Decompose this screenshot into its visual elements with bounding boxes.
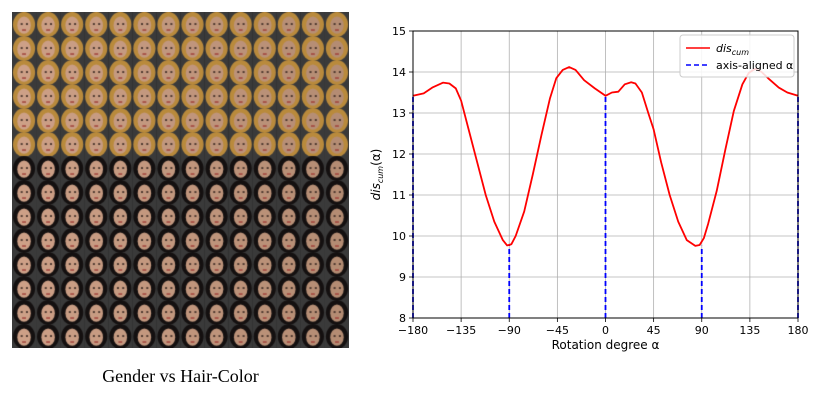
y-tick-labels: 8 9 10 11 12 13 14 15 [392,25,413,325]
x-tick-label: 90 [695,324,709,337]
legend: discum axis-aligned α [679,34,795,78]
x-tick-label: 180 [788,324,809,337]
legend-label-axis-aligned: axis-aligned α [716,59,793,72]
x-tick-label: 135 [739,324,760,337]
rotation-line-chart: −180 −135 −90 −45 0 45 90 135 180 8 9 10 11 12 13 14 15… [369,25,809,352]
x-tick-labels: −180 −135 −90 −45 0 45 90 135 180 [398,318,809,337]
x-tick-label: 45 [647,324,661,337]
image-grid-caption: Gender vs Hair-Color [102,366,259,386]
x-tick-label: −180 [398,324,428,337]
y-tick-label: 12 [392,148,406,161]
legend-label-discum: discum [716,42,749,57]
series-line-discum [412,66,799,247]
y-tick-label: 8 [399,312,406,325]
x-tick-label: 0 [602,324,609,337]
y-tick-label: 14 [392,66,406,79]
series-layer [412,66,799,247]
x-tick-label: −135 [446,324,476,337]
x-tick-label: −90 [498,324,521,337]
y-tick-label: 9 [399,271,406,284]
legend-label-discum-sub: cum [732,48,749,57]
y-tick-label: 13 [392,107,406,120]
legend-box [679,34,795,78]
x-tick-label: −45 [546,324,569,337]
y-tick-label: 10 [392,230,406,243]
y-axis-label: discum(α) [369,149,385,201]
face-image-grid [12,12,349,348]
y-tick-label: 15 [392,25,406,38]
x-axis-label: Rotation degree α [552,338,660,352]
y-axis-label-sub: cum [376,166,385,183]
y-axis-label-base: dis [369,183,383,200]
y-tick-label: 11 [392,189,406,202]
legend-label-discum-base: dis [716,42,732,55]
y-axis-label-tail: (α) [369,149,383,166]
